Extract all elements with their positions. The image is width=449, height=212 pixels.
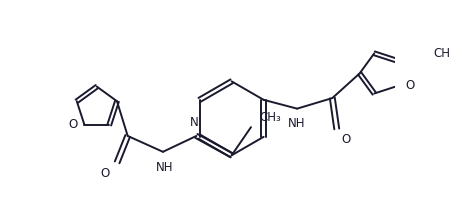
- Text: O: O: [101, 167, 110, 180]
- Text: CH₃: CH₃: [433, 47, 449, 60]
- Text: N: N: [190, 116, 199, 129]
- Text: CH₃: CH₃: [260, 112, 282, 124]
- Text: NH: NH: [288, 117, 306, 130]
- Text: O: O: [405, 79, 414, 92]
- Text: NH: NH: [156, 161, 173, 174]
- Text: O: O: [341, 133, 350, 146]
- Text: O: O: [68, 118, 77, 131]
